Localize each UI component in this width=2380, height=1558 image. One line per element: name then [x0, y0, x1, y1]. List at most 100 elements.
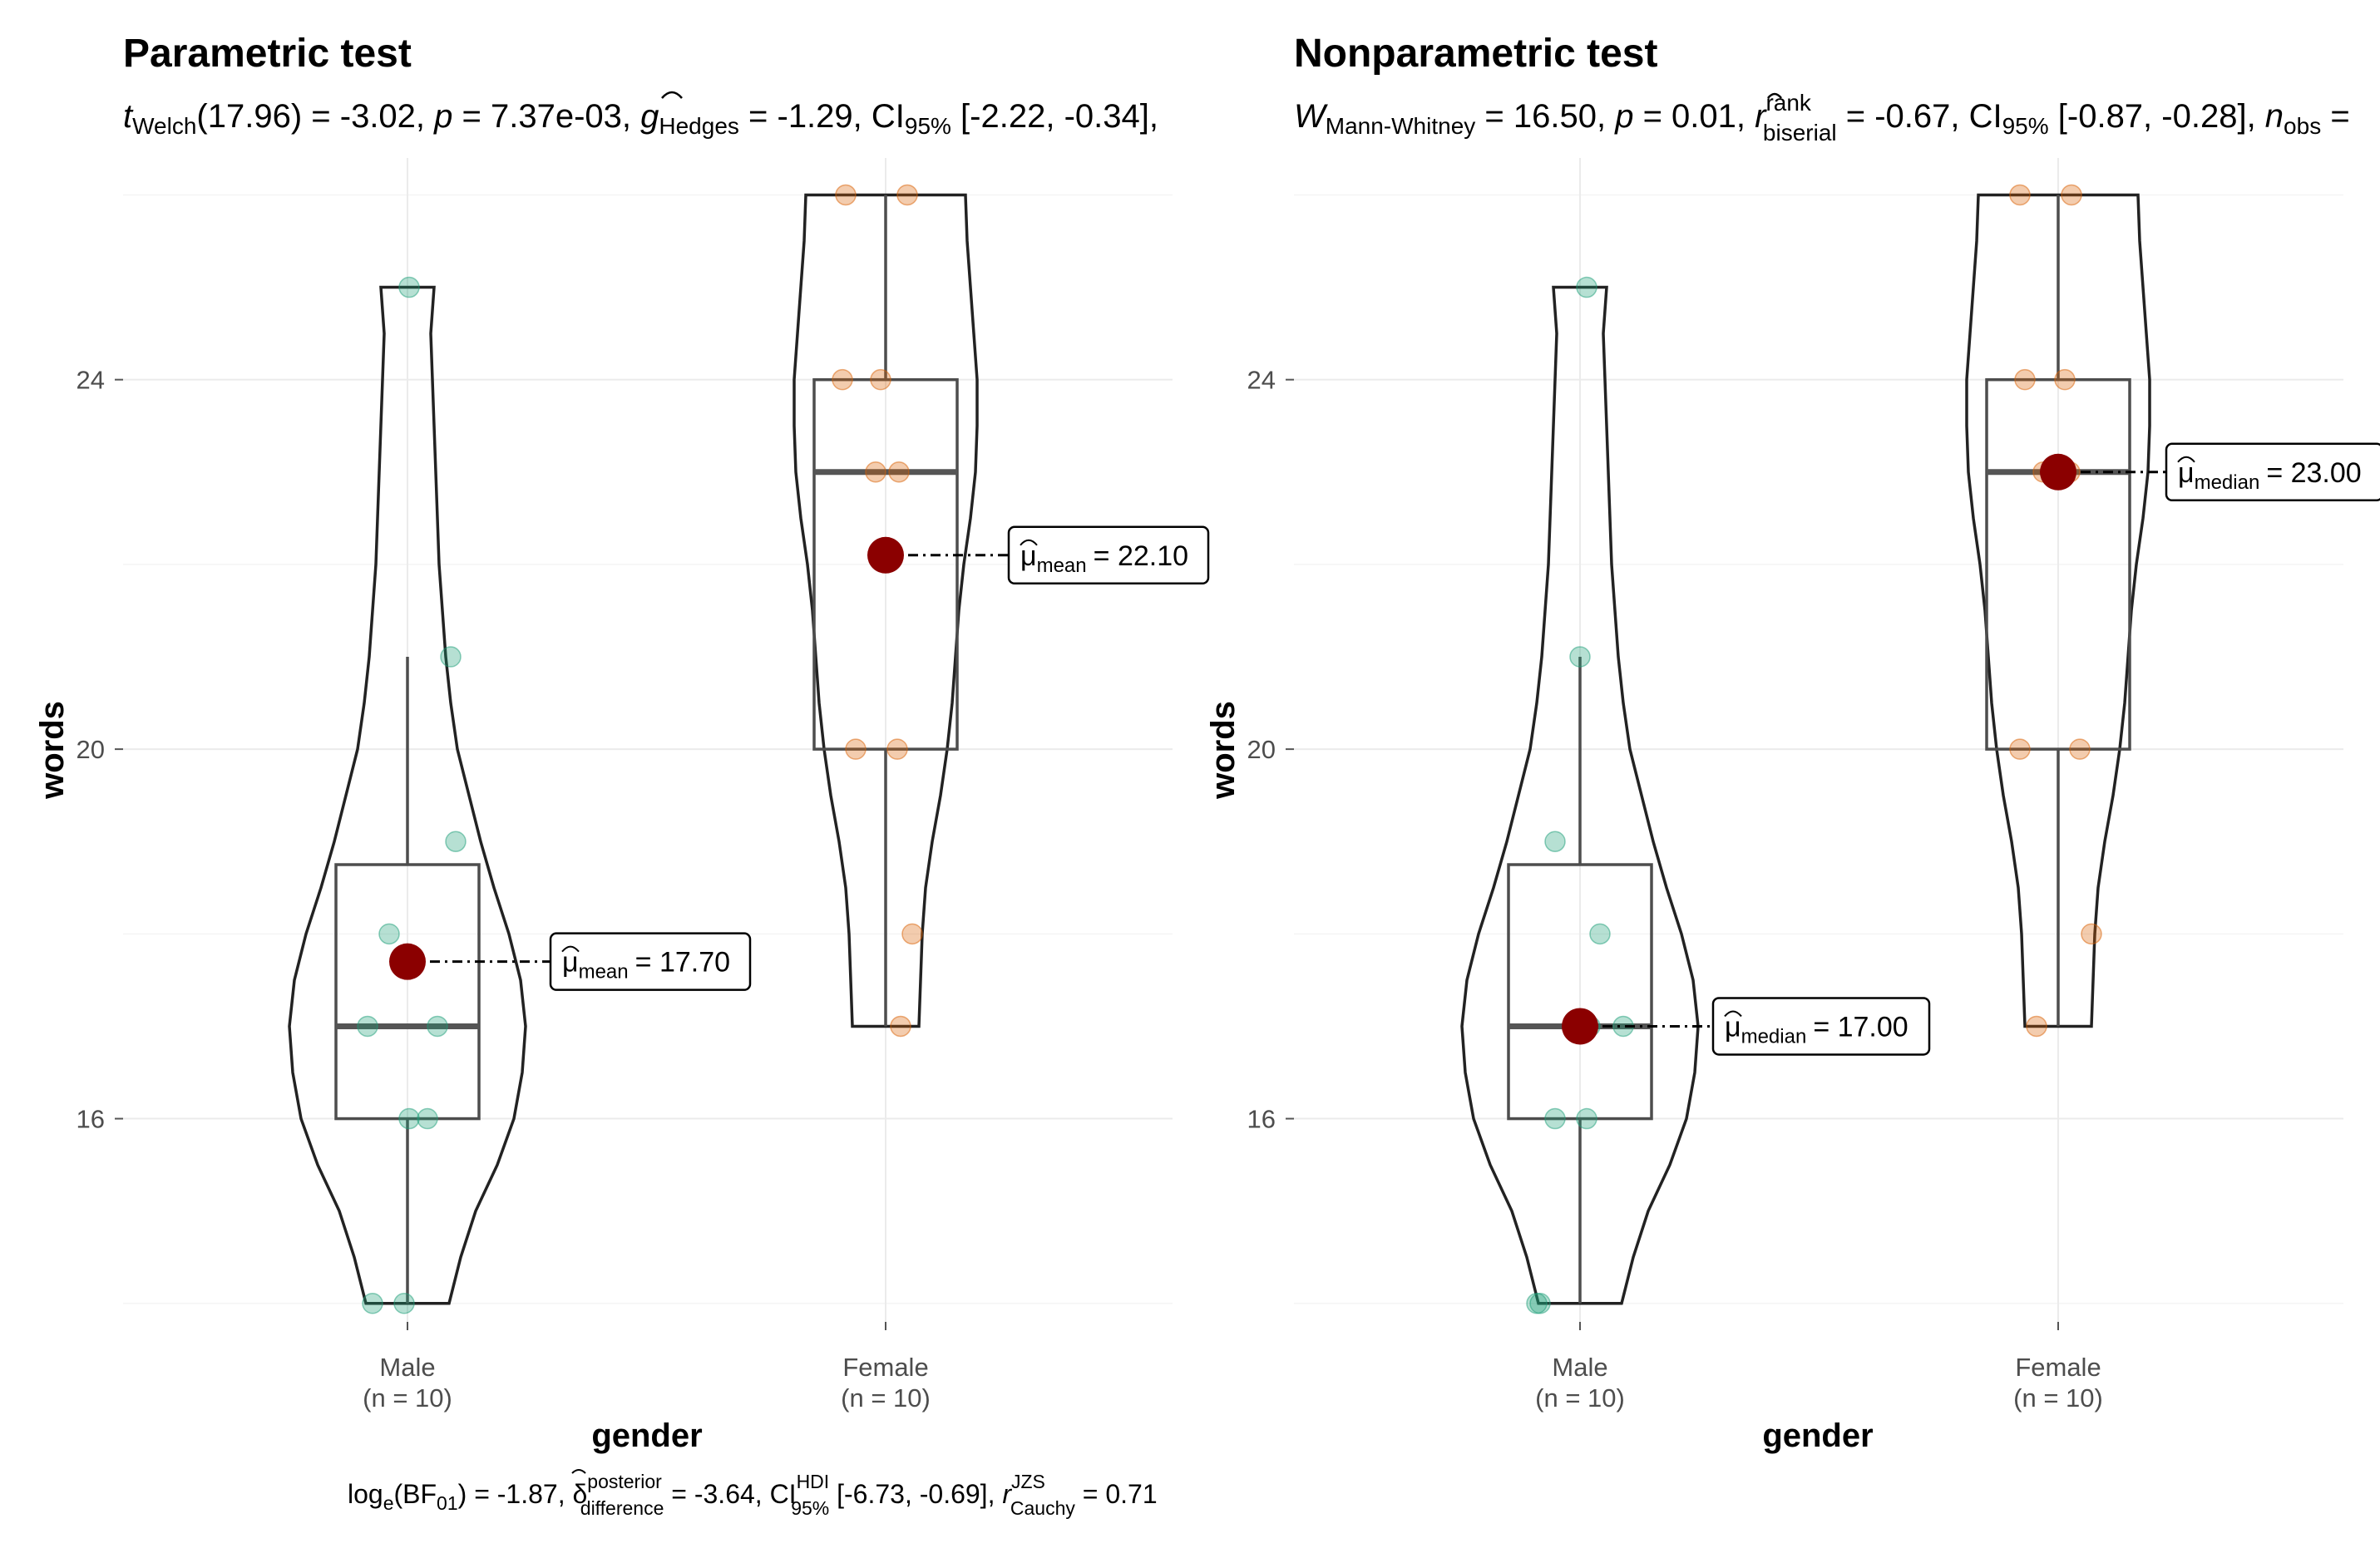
- center-point: [389, 943, 426, 980]
- y-axis-title: words: [34, 701, 71, 800]
- subtitle-g: g: [640, 98, 659, 135]
- data-point: [896, 184, 918, 206]
- caption-a3: ) = -1.87,: [458, 1479, 573, 1509]
- box-male: [1507, 863, 1653, 1121]
- y-tick-label: 16: [1247, 1105, 1276, 1134]
- data-point: [357, 1015, 378, 1038]
- subtitle-r: r: [1755, 98, 1767, 135]
- data-point: [888, 461, 910, 483]
- center-label-box: [1007, 525, 1210, 585]
- caption-ci-sup: HDI: [797, 1471, 830, 1492]
- data-point: [440, 646, 462, 668]
- caption-ci-sub: 95%: [791, 1497, 829, 1519]
- caption-delta: δ: [572, 1479, 587, 1509]
- center-label: μmedian = 23.00: [2178, 457, 2362, 494]
- mu-hat-icon: [1724, 1010, 1742, 1018]
- center-label-value: = 22.10: [1094, 540, 1188, 572]
- subtitle-part2: = 0.01,: [1633, 98, 1755, 135]
- panel-subtitle: WMann-Whitney = 16.50, p = 0.01, rrank bi…: [1294, 90, 2350, 145]
- caption-a2: (BF: [394, 1479, 437, 1509]
- panel-nonparametric: Nonparametric test WMann-Whitney = 16.50…: [1205, 32, 2380, 1454]
- center-label-value: = 23.00: [2266, 457, 2361, 489]
- data-point: [1589, 923, 1611, 945]
- center-label-box: [1711, 997, 1931, 1056]
- y-tick-label: 16: [77, 1105, 105, 1134]
- caption-a5: [-6.73, -0.69],: [829, 1479, 1002, 1509]
- data-point: [890, 1015, 911, 1038]
- center-point: [867, 536, 904, 574]
- data-point: [398, 1107, 420, 1130]
- y-tick-label: 20: [77, 735, 105, 764]
- panel-subtitle: tWelch(17.96) = -3.02, p = 7.37e-03, gHe…: [123, 98, 1158, 139]
- box-female: [1985, 377, 2131, 751]
- subtitle-r-sub: biserial: [1763, 120, 1837, 145]
- data-point: [870, 368, 891, 391]
- data-point: [1529, 1293, 1551, 1314]
- y-axis-title: words: [1205, 701, 1242, 800]
- mu-symbol: μ: [1725, 1011, 1741, 1043]
- delta-hat-icon: [571, 1469, 586, 1474]
- x-tick-label: Female: [2015, 1353, 2101, 1382]
- center-label-sub: mean: [1037, 555, 1087, 577]
- panel-title: Parametric test: [123, 32, 412, 76]
- x-tick-label: Female: [842, 1353, 928, 1382]
- x-tick-label: Male: [379, 1353, 435, 1382]
- caption-a1: log: [348, 1479, 383, 1509]
- subtitle-w-sub: Mann-Whitney: [1326, 113, 1476, 139]
- g-hat-icon: [661, 91, 683, 99]
- subtitle-part1: = 16.50,: [1475, 98, 1615, 135]
- subtitle-t: t: [123, 98, 134, 135]
- caption-r: r: [1002, 1479, 1012, 1509]
- caption-r-sup: JZS: [1011, 1471, 1045, 1492]
- center-label-box: [2165, 442, 2380, 502]
- mu-symbol: μ: [1020, 540, 1037, 572]
- center-label: μmean = 17.70: [562, 947, 730, 984]
- violin-female: [1965, 193, 2151, 1028]
- subtitle-n-sub: obs: [2284, 113, 2321, 139]
- x-tick-n-label: (n = 10): [841, 1383, 931, 1413]
- data-point: [2026, 1015, 2047, 1038]
- plot-area-parametric: 16 20 24 μmean = 17.70 Male (n = 10) μmean = 22.…: [77, 158, 1210, 1413]
- violin-male: [1460, 285, 1700, 1305]
- data-point: [417, 1107, 438, 1130]
- y-tick-label: 24: [77, 366, 105, 395]
- data-point: [1576, 1107, 1597, 1130]
- data-point: [445, 831, 467, 852]
- subtitle-t-sub: Welch: [132, 113, 196, 139]
- subtitle-part5: =: [2321, 98, 2349, 135]
- mu-hat-icon: [1020, 539, 1038, 546]
- violin-female: [793, 193, 979, 1028]
- subtitle-p: p: [433, 98, 452, 135]
- data-point: [2069, 738, 2091, 760]
- bayes-caption: loge(BF01) = -1.87, δposterior difference…: [348, 1471, 1158, 1519]
- r-hat-icon: [1767, 92, 1782, 99]
- data-point: [1576, 276, 1597, 298]
- violin-male: [288, 285, 527, 1305]
- center-point: [2040, 453, 2076, 491]
- x-tick-n-label: (n = 10): [2013, 1383, 2103, 1413]
- center-point: [1562, 1008, 1598, 1045]
- subtitle-part4: [-2.22, -0.34],: [951, 98, 1158, 135]
- subtitle-p: p: [1614, 98, 1633, 135]
- data-point: [398, 276, 420, 298]
- y-tick-label: 24: [1247, 366, 1276, 395]
- box-female: [812, 377, 959, 751]
- subtitle-part3: = -0.67, CI: [1837, 98, 2002, 135]
- data-point: [427, 1015, 448, 1038]
- mu-hat-icon: [561, 945, 580, 953]
- panel-title: Nonparametric test: [1294, 32, 1657, 76]
- subtitle-part4: [-0.87, -0.28],: [2049, 98, 2265, 135]
- data-point: [901, 923, 923, 945]
- caption-a4: = -3.64, CI: [664, 1479, 796, 1509]
- data-point: [1569, 646, 1591, 668]
- caption-a6: = 0.71: [1075, 1479, 1158, 1509]
- data-point: [2009, 184, 2031, 206]
- center-label-box: [549, 932, 752, 991]
- subtitle-w: W: [1294, 98, 1328, 135]
- x-axis-title: gender: [1762, 1417, 1873, 1454]
- center-label-sub: median: [1741, 1025, 1807, 1048]
- caption-r-sub: Cauchy: [1010, 1497, 1075, 1519]
- data-point: [835, 184, 857, 206]
